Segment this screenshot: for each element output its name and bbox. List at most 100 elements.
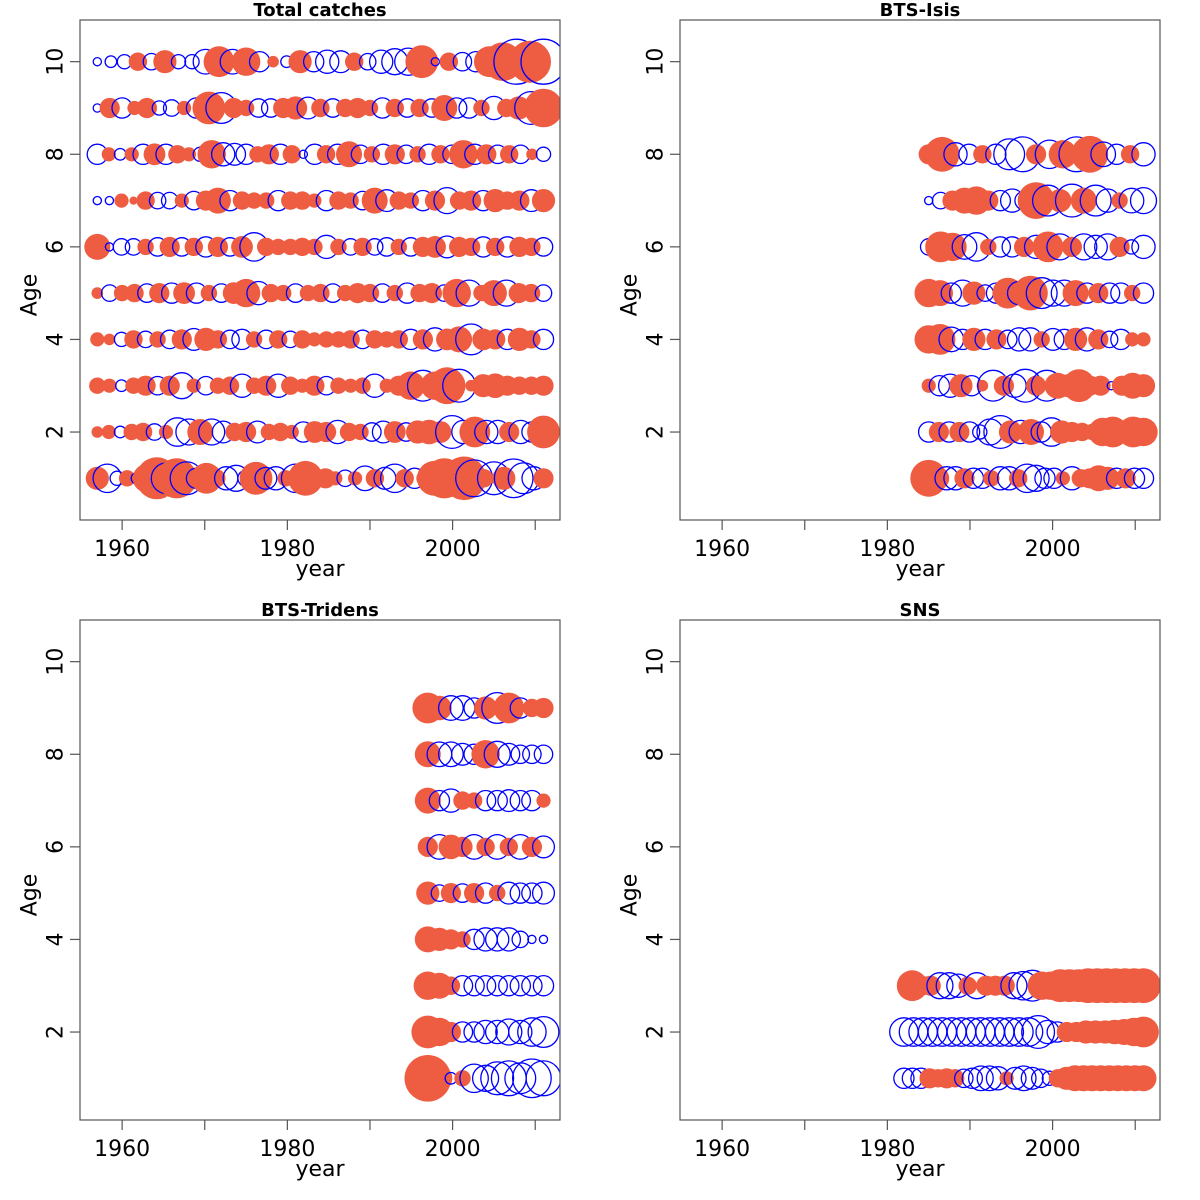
bubble-positive: [1026, 144, 1047, 165]
x-tick-label: 1960: [94, 537, 150, 562]
y-axis-label: Age: [618, 274, 643, 317]
bubble-negative: [1123, 239, 1140, 255]
bubble-negative: [430, 56, 441, 67]
bubble-positive: [171, 329, 192, 350]
bubble-positive: [1055, 471, 1070, 486]
bubble-positive: [223, 97, 244, 119]
x-tick-label: 2000: [1025, 1137, 1081, 1162]
plot-frame: [679, 19, 1161, 521]
bubble-positive: [101, 424, 116, 440]
bubble-negative: [511, 930, 530, 949]
bubble-negative: [520, 38, 560, 85]
bubble-positive: [522, 330, 541, 349]
bubble-positive: [453, 791, 472, 810]
bubble-positive: [441, 976, 461, 995]
bubble-negative: [994, 1017, 1025, 1047]
bubble-positive: [1120, 145, 1140, 164]
bubble-positive: [489, 884, 506, 902]
y-tick-label: 2: [44, 425, 69, 439]
bubble-negative: [198, 418, 226, 446]
bubble-negative: [534, 284, 553, 302]
bubble-positive: [352, 423, 369, 441]
bubble-negative: [926, 972, 954, 1000]
bubble-positive: [389, 191, 408, 210]
bubble-negative: [527, 934, 537, 945]
bubble-negative: [1041, 327, 1065, 351]
bubble-negative: [368, 49, 394, 74]
bubble-positive: [299, 284, 317, 302]
bubble-positive: [270, 238, 287, 256]
bubble-positive: [440, 883, 461, 904]
bubble-positive: [507, 96, 531, 120]
bubble-positive: [101, 147, 116, 162]
bubble-positive: [389, 330, 408, 349]
bubble-negative: [525, 1060, 560, 1097]
bubble-negative: [151, 100, 168, 116]
bubble-positive: [207, 469, 226, 488]
bubble-negative: [993, 138, 1026, 171]
bubble-negative: [184, 53, 200, 70]
bubble-positive: [91, 287, 104, 299]
bubble-positive: [440, 1021, 461, 1043]
bubble-positive: [920, 975, 941, 996]
bubble-positive: [288, 460, 323, 496]
y-tick-label: 8: [44, 747, 69, 761]
bubble-positive: [192, 91, 226, 125]
bubble-positive: [345, 52, 364, 71]
bubble-positive: [500, 145, 519, 164]
bubble-negative: [112, 238, 131, 256]
bubble-negative: [1013, 1017, 1044, 1047]
bubble-positive: [442, 456, 487, 501]
bubble-positive: [414, 787, 441, 814]
chart-title: BTS-Isis: [880, 0, 961, 21]
bubble-negative: [504, 1062, 537, 1095]
bubble-positive: [983, 470, 1000, 487]
bubble-positive: [168, 145, 187, 164]
bubble-positive: [261, 283, 280, 303]
bubble-negative: [1079, 184, 1112, 217]
bubble-positive: [89, 377, 106, 394]
bubble-positive: [307, 193, 322, 208]
bubble-positive: [267, 55, 279, 68]
bubble-positive: [173, 282, 196, 304]
bubble-positive: [293, 330, 312, 349]
bubble-negative: [1021, 1014, 1056, 1050]
y-axis-label: Age: [18, 874, 43, 917]
x-tick-label: 2000: [425, 537, 481, 562]
bubble-positive: [204, 187, 231, 214]
bubble-negative: [92, 56, 103, 67]
bubble-positive: [1061, 236, 1082, 257]
bubble-positive: [426, 1065, 453, 1092]
bubble-positive: [329, 191, 348, 210]
bubble-negative: [893, 1067, 915, 1090]
bubble-positive: [978, 190, 999, 211]
bubble-negative: [989, 189, 1012, 212]
bubble-negative: [437, 695, 464, 721]
bubble-positive: [1062, 280, 1089, 307]
bubble-positive: [343, 378, 358, 393]
bubble-negative: [1020, 1066, 1044, 1090]
bubble-positive: [293, 237, 312, 257]
bubble-positive: [486, 237, 505, 257]
bubble-positive: [533, 468, 554, 489]
bubble-negative: [463, 1021, 485, 1043]
bubble-positive: [998, 420, 1023, 444]
bubble-positive: [474, 469, 494, 488]
bubble-negative: [989, 236, 1012, 258]
bubble-positive: [361, 99, 379, 117]
bubble-negative: [365, 238, 384, 256]
bubble-negative: [1003, 1066, 1027, 1090]
bubble-negative: [497, 789, 521, 813]
bubble-negative: [471, 1064, 500, 1092]
bubble-positive: [976, 379, 989, 392]
bubble-positive: [1128, 1016, 1159, 1048]
bubble-negative: [1004, 1017, 1034, 1047]
bubble-positive: [1129, 417, 1158, 447]
bubble-negative: [445, 97, 468, 119]
bubble-positive: [91, 426, 104, 438]
bubble-positive: [428, 367, 466, 405]
bubble-positive: [156, 458, 197, 499]
bubble-negative: [521, 974, 543, 997]
bubble-positive: [99, 97, 120, 119]
bubble-negative: [302, 50, 325, 73]
